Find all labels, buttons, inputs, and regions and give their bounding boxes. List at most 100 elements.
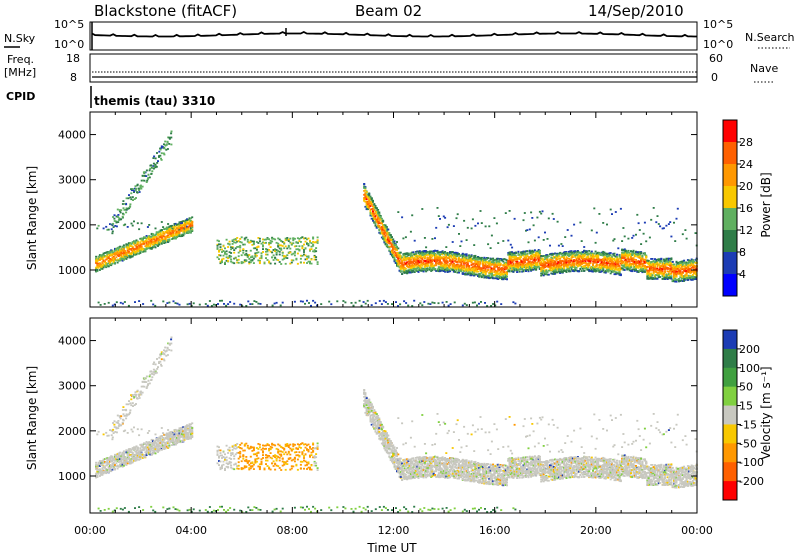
power-echo bbox=[383, 241, 386, 244]
power-echo bbox=[415, 258, 417, 261]
power-echo bbox=[478, 275, 481, 278]
power-echo bbox=[454, 257, 457, 260]
power-echo bbox=[681, 262, 684, 265]
power-echo bbox=[394, 246, 397, 249]
power-echo bbox=[694, 259, 697, 261]
power-echo bbox=[103, 252, 106, 254]
power-echo bbox=[518, 256, 521, 259]
power-echo bbox=[379, 227, 382, 229]
power-echo bbox=[550, 256, 553, 259]
power-echo bbox=[666, 257, 669, 260]
power-echo bbox=[659, 265, 662, 268]
power-echo bbox=[603, 265, 606, 267]
power-echo bbox=[506, 259, 508, 262]
power-echo bbox=[370, 215, 373, 217]
power-echo bbox=[136, 246, 139, 249]
power-echo bbox=[389, 237, 392, 240]
power-echo bbox=[561, 252, 564, 255]
power-echo bbox=[115, 220, 118, 223]
power-echo bbox=[494, 273, 497, 275]
power-echo bbox=[431, 262, 434, 265]
power-echo bbox=[369, 210, 372, 213]
power-echo bbox=[641, 268, 644, 271]
power-echo bbox=[393, 258, 396, 261]
power-echo bbox=[516, 259, 519, 261]
power-echo bbox=[684, 229, 687, 231]
power-echo bbox=[621, 264, 624, 267]
power-echo bbox=[477, 270, 479, 273]
power-echo bbox=[106, 255, 109, 257]
power-echo bbox=[374, 217, 377, 219]
power-echo bbox=[153, 237, 156, 240]
power-echo bbox=[645, 267, 648, 270]
power-echo bbox=[557, 270, 560, 273]
power-echo bbox=[514, 258, 517, 260]
power-echo bbox=[464, 268, 467, 270]
power-echo bbox=[477, 258, 479, 261]
power-echo bbox=[471, 272, 474, 275]
power-echo bbox=[479, 272, 482, 275]
power-echo bbox=[662, 265, 665, 268]
power-echo bbox=[541, 263, 544, 266]
power-echo bbox=[125, 254, 128, 256]
power-echo bbox=[502, 273, 505, 276]
power-echo bbox=[508, 253, 511, 256]
power-echo bbox=[130, 254, 133, 257]
power-echo bbox=[393, 240, 396, 243]
power-echo bbox=[470, 259, 473, 262]
power-echo bbox=[368, 202, 371, 205]
power-echo bbox=[640, 266, 643, 269]
power-echo bbox=[664, 262, 667, 264]
power-echo bbox=[570, 250, 573, 252]
power-echo bbox=[652, 271, 655, 273]
power-echo bbox=[464, 256, 467, 258]
power-echo bbox=[411, 214, 414, 217]
power-echo bbox=[598, 263, 601, 266]
power-echo bbox=[120, 253, 123, 256]
power-echo bbox=[616, 262, 619, 264]
power-echo bbox=[617, 263, 620, 266]
power-echo bbox=[111, 249, 114, 252]
power-echo bbox=[384, 226, 387, 228]
power-echo bbox=[624, 252, 627, 255]
power-echo bbox=[537, 250, 540, 253]
power-echo bbox=[573, 264, 576, 267]
power-echo bbox=[624, 266, 627, 269]
power-echo bbox=[109, 264, 111, 266]
power-echo bbox=[458, 253, 460, 255]
power-echo bbox=[554, 269, 557, 272]
power-echo bbox=[116, 254, 119, 257]
power-echo bbox=[363, 186, 366, 188]
power-echo bbox=[603, 253, 606, 256]
power-echo bbox=[427, 268, 430, 270]
power-echo bbox=[555, 257, 558, 260]
power-echo bbox=[412, 268, 415, 270]
power-echo bbox=[652, 263, 655, 266]
power-echo bbox=[557, 257, 560, 260]
power-echo bbox=[650, 265, 653, 267]
power-echo bbox=[600, 258, 603, 261]
power-echo bbox=[105, 255, 108, 258]
power-echo bbox=[487, 261, 490, 264]
power-echo bbox=[422, 256, 425, 258]
power-echo bbox=[670, 266, 673, 269]
power-echo bbox=[423, 255, 426, 258]
power-echo bbox=[506, 271, 508, 274]
power-echo bbox=[521, 263, 524, 265]
power-echo bbox=[528, 228, 531, 231]
power-echo bbox=[527, 261, 530, 263]
power-echo bbox=[370, 200, 373, 202]
power-echo bbox=[646, 269, 649, 272]
power-echo bbox=[630, 256, 632, 259]
power-echo bbox=[497, 257, 500, 260]
power-echo bbox=[670, 268, 673, 270]
power-echo bbox=[139, 245, 142, 247]
power-echo bbox=[583, 252, 586, 255]
power-echo bbox=[434, 260, 436, 263]
power-echo bbox=[393, 260, 396, 263]
power-echo bbox=[659, 258, 662, 261]
power-echo bbox=[421, 269, 424, 272]
power-echo bbox=[570, 255, 573, 258]
power-echo bbox=[664, 265, 667, 267]
power-echo bbox=[674, 277, 677, 280]
